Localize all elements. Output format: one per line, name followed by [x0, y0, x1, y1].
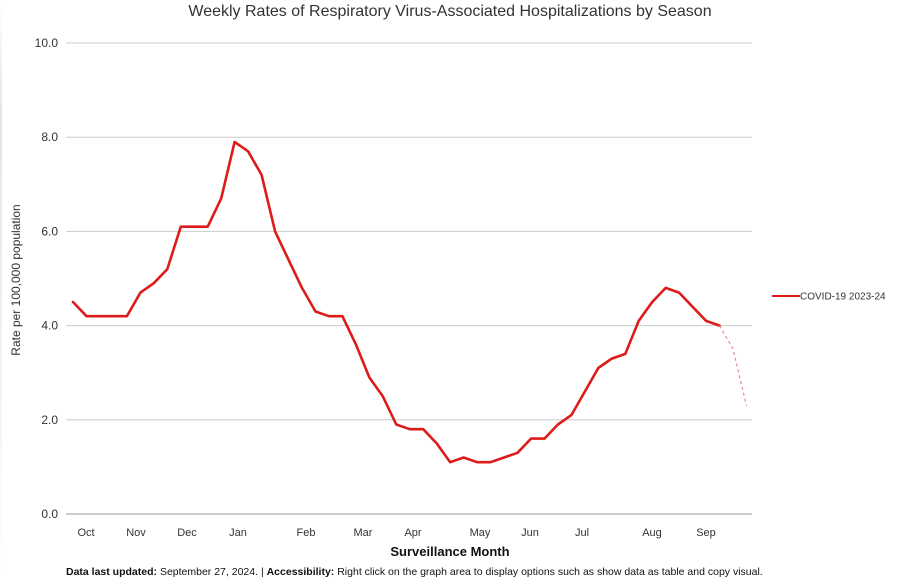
series-line[interactable] — [71, 140, 721, 464]
x-tick-label: May — [470, 527, 491, 539]
x-tick-label: Jun — [521, 527, 539, 539]
footer: Data last updated: September 27, 2024. |… — [66, 566, 763, 578]
x-tick-label: Oct — [77, 527, 94, 539]
x-tick-label: Feb — [297, 527, 316, 539]
series-line-preliminary[interactable] — [719, 325, 748, 406]
y-tick-label: 6.0 — [41, 224, 58, 238]
left-edge-strip — [0, 0, 2, 584]
x-tick-label: Jan — [229, 527, 247, 539]
accessibility-text: Right click on the graph area to display… — [337, 566, 763, 578]
y-tick-label: 10.0 — [35, 36, 59, 50]
chart-title: Weekly Rates of Respiratory Virus-Associ… — [188, 3, 711, 20]
x-tick-label: Dec — [177, 527, 197, 539]
x-tick-label: Jul — [575, 527, 589, 539]
x-axis-ticks: Oct Nov Dec Jan Feb Mar Apr May Jun Jul Aug Sep — [77, 527, 715, 539]
x-tick-label: Apr — [404, 527, 421, 539]
legend[interactable]: COVID-19 2023-24 — [772, 292, 886, 303]
y-tick-label: 8.0 — [41, 130, 58, 144]
y-tick-label: 0.0 — [41, 507, 58, 521]
gridlines — [66, 42, 752, 515]
x-tick-label: Aug — [642, 527, 662, 539]
x-tick-label: Mar — [354, 527, 373, 539]
x-tick-label: Sep — [696, 527, 716, 539]
y-axis-ticks: 0.0 2.0 4.0 6.0 8.0 10.0 — [35, 36, 59, 521]
series-layer[interactable] — [71, 140, 748, 464]
updated-label: Data last updated: — [66, 566, 158, 578]
footer-separator: | — [260, 566, 264, 578]
updated-value: September 27, 2024. — [159, 566, 259, 578]
x-axis-title: Surveillance Month — [390, 544, 509, 559]
y-tick-label: 2.0 — [41, 413, 58, 427]
y-tick-label: 4.0 — [41, 319, 58, 333]
legend-label[interactable]: COVID-19 2023-24 — [800, 292, 886, 303]
accessibility-label: Accessibility: — [266, 566, 335, 578]
chart[interactable]: Weekly Rates of Respiratory Virus-Associ… — [0, 0, 901, 560]
y-axis-title: Rate per 100,000 population — [9, 204, 23, 355]
x-tick-label: Nov — [126, 527, 146, 539]
